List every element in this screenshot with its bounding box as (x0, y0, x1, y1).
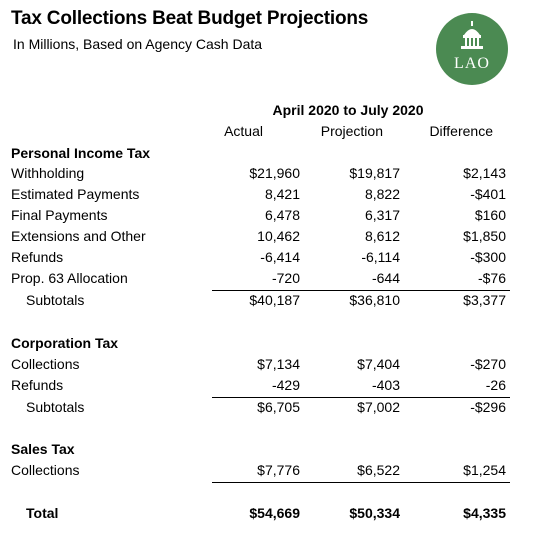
cell-difference: -26 (485, 377, 506, 393)
section-heading-pit: Personal Income Tax (11, 145, 151, 161)
cell-actual: $54,669 (249, 505, 300, 521)
cell-difference: -$76 (477, 270, 506, 286)
cell-projection: 8,822 (364, 186, 400, 202)
cell-difference: $1,254 (463, 462, 506, 478)
cell-projection: $50,334 (349, 505, 400, 521)
col-header-difference: Difference (429, 123, 493, 139)
cell-projection: 6,317 (364, 207, 400, 223)
period-header: April 2020 to July 2020 (272, 102, 424, 118)
row-label: Extensions and Other (11, 228, 146, 244)
logo-text: LAO (454, 55, 490, 72)
cell-actual: $40,187 (249, 292, 300, 308)
cell-actual: 6,478 (264, 207, 300, 223)
cell-projection: $7,002 (357, 399, 400, 415)
cell-projection: $6,522 (357, 462, 400, 478)
row-label: Estimated Payments (11, 186, 140, 202)
cell-actual: 8,421 (264, 186, 300, 202)
cell-difference: $4,335 (463, 505, 506, 521)
col-header-actual: Actual (224, 123, 263, 139)
row-label: Collections (11, 356, 80, 372)
cell-actual: $6,705 (257, 399, 300, 415)
cell-actual: $7,134 (257, 356, 300, 372)
cell-difference: -$270 (470, 356, 506, 372)
cell-actual: -429 (271, 377, 300, 393)
lao-logo: LAO (436, 13, 508, 85)
corp-subtotal-rule (212, 397, 510, 398)
cell-difference: -$401 (470, 186, 506, 202)
row-label: Refunds (11, 249, 64, 265)
cell-projection: -644 (371, 270, 400, 286)
cell-difference: $160 (474, 207, 506, 223)
row-label: Refunds (11, 377, 64, 393)
capitol-dome-icon (461, 21, 483, 49)
col-header-projection: Projection (320, 123, 383, 139)
page-subtitle: In Millions, Based on Agency Cash Data (13, 36, 263, 52)
row-label: Prop. 63 Allocation (11, 270, 128, 286)
cell-projection: 8,612 (364, 228, 400, 244)
cell-projection: $19,817 (349, 165, 400, 181)
cell-projection: -403 (371, 377, 400, 393)
row-label: Final Payments (11, 207, 108, 223)
cell-difference: -$296 (470, 399, 506, 415)
row-label: Total (26, 505, 59, 521)
cell-difference: $1,850 (463, 228, 506, 244)
row-label: Subtotals (26, 292, 85, 308)
cell-actual: -720 (271, 270, 300, 286)
cell-projection: $36,810 (349, 292, 400, 308)
section-heading-sales: Sales Tax (11, 441, 75, 457)
cell-difference: $2,143 (463, 165, 506, 181)
total-rule (212, 482, 510, 483)
pit-subtotal-rule (212, 290, 510, 291)
cell-actual: $21,960 (249, 165, 300, 181)
section-heading-corporation: Corporation Tax (11, 335, 119, 351)
cell-projection: $7,404 (357, 356, 400, 372)
row-label: Collections (11, 462, 80, 478)
cell-difference: $3,377 (463, 292, 506, 308)
cell-actual: $7,776 (257, 462, 300, 478)
page-title: Tax Collections Beat Budget Projections (11, 8, 369, 29)
cell-actual: -6,414 (260, 249, 300, 265)
cell-difference: -$300 (470, 249, 506, 265)
row-label: Subtotals (26, 399, 85, 415)
cell-projection: -6,114 (361, 249, 400, 265)
row-label: Withholding (11, 165, 85, 181)
cell-actual: 10,462 (257, 228, 300, 244)
